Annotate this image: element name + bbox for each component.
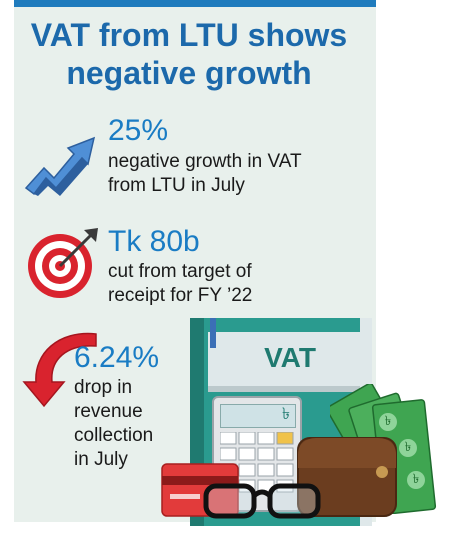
stat-desc-3: drop in revenue collection in July: [74, 376, 153, 472]
stat-desc-2: cut from target of receipt for FY ’22: [108, 260, 252, 308]
stat-desc-3-line-2: revenue: [74, 401, 143, 422]
stat-desc-2-line-1: cut from target of: [108, 261, 252, 282]
stat-desc-1-line-1: negative growth in VAT: [108, 151, 302, 172]
stat-desc-3-line-4: in July: [74, 449, 128, 470]
note-currency-2: ৳: [404, 439, 412, 454]
stat-desc-3-line-1: drop in: [74, 377, 133, 398]
trend-up-arrow-icon: [24, 136, 96, 196]
stat-value-3: 6.24%: [74, 341, 160, 374]
stat-desc-2-line-2: receipt for FY ’22: [108, 285, 253, 306]
infographic-title: VAT from LTU shows negative growth: [0, 16, 378, 92]
stat-value-1: 25%: [108, 114, 169, 147]
target-dart-icon: [28, 228, 98, 298]
note-currency-1: ৳: [384, 413, 392, 428]
glasses-icon: [203, 483, 321, 519]
note-currency-3: ৳: [412, 471, 420, 486]
stat-value-2: Tk 80b: [108, 225, 200, 258]
bookmark-ribbon: [210, 318, 216, 348]
book-label-band: [208, 332, 372, 392]
title-line-1: VAT from LTU shows: [30, 17, 348, 53]
credit-card-icon: [161, 463, 239, 517]
wallet-icon: [297, 437, 397, 517]
book-label: VAT: [264, 342, 316, 373]
stat-desc-1: negative growth in VAT from LTU in July: [108, 150, 302, 198]
title-line-2: negative growth: [66, 55, 312, 91]
curved-down-arrow-icon: [22, 332, 97, 408]
stat-desc-3-line-3: collection: [74, 425, 154, 446]
calculator-currency: ৳: [282, 406, 290, 423]
calculator-display: [220, 404, 296, 428]
stat-desc-1-line-2: from LTU in July: [108, 175, 245, 196]
